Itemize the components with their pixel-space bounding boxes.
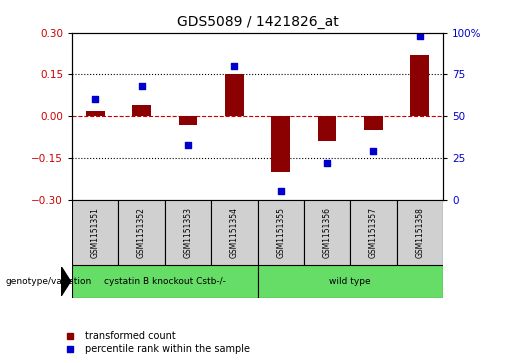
Text: GSM1151352: GSM1151352: [137, 207, 146, 258]
Bar: [410, 55, 429, 116]
Bar: [165, 200, 211, 265]
Bar: [211, 200, 258, 265]
Text: GSM1151354: GSM1151354: [230, 207, 239, 258]
Bar: [364, 116, 383, 130]
Bar: [86, 111, 105, 116]
Bar: [225, 74, 244, 116]
Bar: [304, 200, 350, 265]
Point: [230, 63, 238, 69]
Point: [184, 142, 192, 147]
Point: [416, 33, 424, 39]
Text: cystatin B knockout Cstb-/-: cystatin B knockout Cstb-/-: [104, 277, 226, 286]
Point: [323, 160, 331, 166]
Text: GSM1151355: GSM1151355: [276, 207, 285, 258]
Bar: [132, 105, 151, 116]
Bar: [318, 116, 336, 141]
Point: [369, 148, 377, 154]
Bar: [350, 200, 397, 265]
Title: GDS5089 / 1421826_at: GDS5089 / 1421826_at: [177, 15, 338, 29]
Bar: [271, 116, 290, 172]
Text: GSM1151353: GSM1151353: [183, 207, 193, 258]
Point: [91, 97, 99, 102]
Bar: [118, 200, 165, 265]
Legend: transformed count, percentile rank within the sample: transformed count, percentile rank withi…: [56, 327, 253, 358]
Text: GSM1151358: GSM1151358: [415, 207, 424, 258]
Bar: [258, 200, 304, 265]
Text: GSM1151351: GSM1151351: [91, 207, 100, 258]
Text: GSM1151356: GSM1151356: [322, 207, 332, 258]
Bar: [397, 200, 443, 265]
Point: [277, 188, 285, 194]
Text: GSM1151357: GSM1151357: [369, 207, 378, 258]
Bar: [72, 265, 258, 298]
Point: [138, 83, 146, 89]
Bar: [179, 116, 197, 125]
Bar: [72, 200, 118, 265]
Bar: [258, 265, 443, 298]
Text: wild type: wild type: [330, 277, 371, 286]
Polygon shape: [61, 267, 71, 296]
Text: genotype/variation: genotype/variation: [5, 277, 91, 286]
